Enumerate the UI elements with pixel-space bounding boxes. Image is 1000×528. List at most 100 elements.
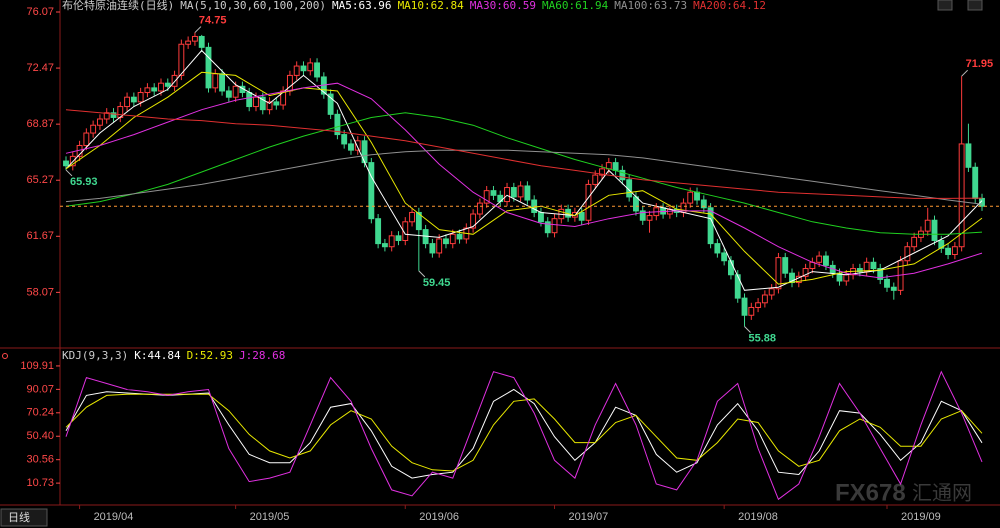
candle-body bbox=[83, 132, 90, 146]
candle-body bbox=[551, 218, 558, 234]
annotation: 59.45 bbox=[423, 277, 451, 289]
candle-body bbox=[822, 255, 829, 266]
candle-body bbox=[884, 278, 890, 288]
annotation-leader bbox=[65, 169, 73, 177]
legend-entry: J:28.68 bbox=[239, 349, 285, 362]
candle-body bbox=[246, 92, 253, 108]
candle-body bbox=[63, 160, 69, 167]
candle-body bbox=[368, 162, 375, 220]
candle-body bbox=[232, 85, 239, 98]
candle-body bbox=[490, 190, 497, 196]
candle-body bbox=[782, 257, 789, 274]
candle-body bbox=[768, 288, 775, 296]
candle-body bbox=[646, 215, 653, 221]
y-tick-label: 109.91 bbox=[20, 360, 54, 372]
candle-body bbox=[327, 93, 334, 115]
candle-body bbox=[599, 168, 605, 176]
candle-body bbox=[856, 268, 863, 273]
window-button[interactable] bbox=[937, 0, 953, 11]
candle-body bbox=[164, 82, 171, 87]
candle-body bbox=[633, 196, 639, 212]
y-tick-label: 10.73 bbox=[26, 477, 54, 489]
candle-body bbox=[707, 207, 714, 245]
candle-body bbox=[300, 65, 307, 72]
candle-body bbox=[585, 183, 592, 221]
indicator-line bbox=[65, 149, 983, 205]
candle-body bbox=[843, 274, 850, 282]
candle-body bbox=[307, 62, 314, 72]
candle-body bbox=[951, 246, 958, 256]
candle-body bbox=[449, 233, 456, 245]
legend-entry: MA5:63.96 bbox=[332, 0, 392, 12]
candle-body bbox=[137, 92, 144, 103]
annotation: 71.95 bbox=[966, 58, 994, 70]
y-tick-label: 72.47 bbox=[26, 62, 54, 74]
candle-body bbox=[510, 187, 517, 198]
indicator-line bbox=[65, 71, 983, 285]
candle-body bbox=[259, 96, 266, 111]
candle-body bbox=[904, 246, 911, 262]
candle-body bbox=[354, 140, 361, 151]
candle-body bbox=[870, 261, 877, 270]
x-tick-label: 2019/07 bbox=[569, 511, 609, 523]
period-label[interactable]: 日线 bbox=[8, 510, 30, 524]
candle-body bbox=[103, 112, 110, 120]
candle-body bbox=[212, 73, 219, 89]
candle-body bbox=[219, 73, 226, 92]
candle-body bbox=[443, 238, 449, 245]
candle-body bbox=[972, 166, 979, 199]
legend-entry: K:44.84 bbox=[134, 349, 181, 362]
candle-body bbox=[130, 96, 137, 103]
candle-body bbox=[314, 62, 320, 78]
candle-body bbox=[816, 255, 823, 263]
chart-title: KDJ(9,3,3) bbox=[62, 349, 128, 362]
annotation-leader bbox=[194, 26, 202, 33]
candle-body bbox=[436, 238, 443, 254]
y-tick-label: 90.07 bbox=[26, 383, 54, 395]
candle-body bbox=[694, 191, 700, 201]
period-tab[interactable] bbox=[0, 508, 48, 527]
candle-body bbox=[476, 202, 483, 215]
candle-body bbox=[924, 219, 931, 232]
legend-entry: MA200:64.12 bbox=[693, 0, 766, 12]
candle-body bbox=[470, 213, 477, 229]
candle-body bbox=[877, 268, 884, 280]
y-tick-label: 61.67 bbox=[26, 230, 54, 242]
indicator-line bbox=[65, 388, 983, 479]
candle-body bbox=[253, 96, 259, 108]
annotation-leader bbox=[744, 326, 751, 333]
candle-body bbox=[171, 74, 178, 87]
candle-body bbox=[802, 268, 809, 277]
candle-body bbox=[266, 101, 273, 111]
legend-entry: MA60:61.94 bbox=[542, 0, 609, 12]
y-tick-label: 58.07 bbox=[26, 286, 54, 298]
candle-body bbox=[191, 35, 198, 42]
indicator-line bbox=[65, 82, 983, 279]
x-tick-label: 2019/09 bbox=[901, 511, 941, 523]
annotation-leader bbox=[418, 270, 426, 278]
candle-body bbox=[144, 87, 151, 94]
legend-entry: MA30:60.59 bbox=[470, 0, 536, 12]
candle-body bbox=[578, 211, 585, 221]
window-button[interactable] bbox=[967, 0, 983, 11]
annotation: 55.88 bbox=[749, 332, 777, 344]
candle-body bbox=[741, 297, 748, 316]
chart-subtitle: MA(5,10,30,60,100,200) bbox=[180, 0, 326, 12]
candle-body bbox=[958, 143, 965, 248]
x-tick-label: 2019/05 bbox=[250, 511, 290, 523]
y-tick-label: 65.27 bbox=[26, 174, 54, 186]
annotation: 74.75 bbox=[199, 14, 227, 26]
candle-body bbox=[90, 124, 97, 134]
candle-body bbox=[280, 90, 287, 106]
x-tick-label: 2019/08 bbox=[738, 511, 778, 523]
candle-body bbox=[504, 187, 510, 203]
candle-body bbox=[415, 211, 422, 231]
watermark: 汇通网 bbox=[912, 481, 972, 505]
candle-body bbox=[639, 210, 646, 221]
annotation: 65.93 bbox=[70, 176, 98, 188]
candle-body bbox=[965, 143, 972, 168]
candle-body bbox=[517, 185, 524, 198]
candle-body bbox=[185, 40, 192, 45]
